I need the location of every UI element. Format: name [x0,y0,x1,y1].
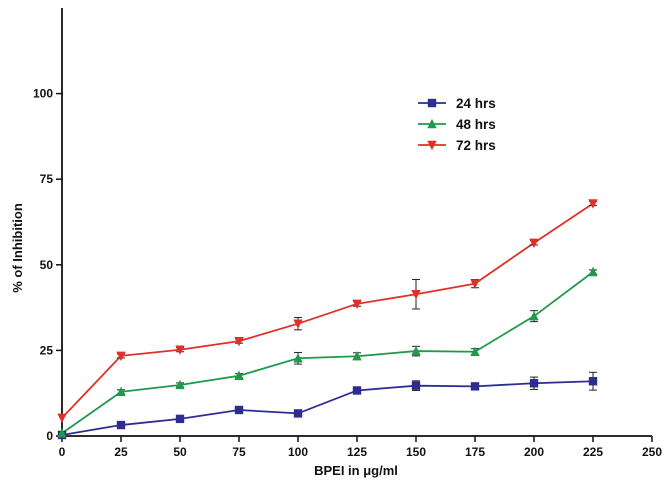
data-point [116,351,126,362]
series-line [61,202,594,419]
series-group [57,199,598,440]
series-line [61,271,594,434]
data-point [411,381,421,390]
legend-label: 72 hrs [456,138,496,153]
legend-marker [427,98,437,108]
y-tick-label: 100 [33,87,53,101]
data-point [352,351,362,361]
x-tick-label: 250 [642,445,662,459]
data-point [529,379,539,388]
legend-label: 24 hrs [456,96,496,111]
data-point [234,336,244,347]
data-point [293,353,303,363]
data-point [588,377,598,386]
y-tick-label: 0 [46,429,53,443]
data-point [234,405,244,415]
y-axis-title: % of Inhibition [10,203,25,293]
data-point [175,414,185,424]
series-48-hrs [57,266,598,438]
data-point [588,266,598,277]
x-tick-label: 50 [173,445,187,459]
legend-marker [427,118,437,129]
data-point [293,409,303,418]
legend: 24 hrs 48 hrs 72 hrs [418,96,496,153]
tick-marks: 0 25 50 75 100 125 150 175 200 225 250 0 25 50 75 100 [33,87,662,459]
data-point [352,299,362,310]
series-24-hrs [57,371,598,440]
data-point [234,370,244,380]
data-point [116,420,126,430]
x-tick-label: 75 [232,445,246,459]
data-point [411,290,421,300]
data-point [352,386,362,395]
y-tick-label: 75 [40,172,54,186]
x-tick-label: 175 [465,445,485,459]
x-tick-label: 150 [406,445,426,459]
data-point [175,345,185,355]
legend-label: 48 hrs [456,117,496,132]
data-point [588,199,598,209]
x-axis-title: BPEI in μg/ml [314,463,398,478]
legend-marker [427,140,437,151]
data-point [411,345,421,356]
data-point [57,428,67,438]
x-tick-label: 200 [524,445,544,459]
data-point [529,238,539,249]
legend-item: 72 hrs [418,138,496,153]
data-point [529,310,539,321]
y-tick-label: 50 [40,258,54,272]
axes [61,8,652,437]
data-point [470,382,480,391]
data-point [57,413,67,424]
x-tick-label: 125 [347,445,367,459]
x-tick-label: 25 [114,445,128,459]
y-tick-label: 25 [40,343,54,357]
x-tick-label: 100 [288,445,308,459]
data-point [470,279,480,289]
x-tick-label: 0 [59,445,66,459]
data-point [470,346,480,356]
series-line [61,380,594,436]
legend-item: 48 hrs [418,117,496,132]
series-72-hrs [57,199,598,424]
x-tick-label: 225 [583,445,603,459]
data-point [116,386,126,397]
data-point [175,379,185,390]
legend-item: 24 hrs [418,96,496,111]
data-point [293,319,303,329]
